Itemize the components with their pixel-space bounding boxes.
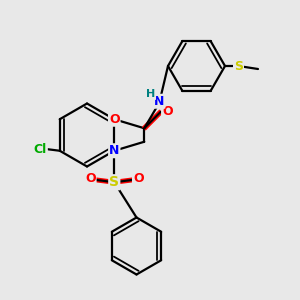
Text: N: N xyxy=(109,144,119,157)
Text: O: O xyxy=(133,172,144,185)
Text: N: N xyxy=(154,95,164,108)
Text: S: S xyxy=(109,175,119,189)
Text: O: O xyxy=(85,172,96,185)
Text: O: O xyxy=(162,105,173,118)
Text: Cl: Cl xyxy=(34,143,47,156)
Text: S: S xyxy=(234,59,243,73)
Text: O: O xyxy=(109,113,120,126)
Text: H: H xyxy=(146,89,155,99)
